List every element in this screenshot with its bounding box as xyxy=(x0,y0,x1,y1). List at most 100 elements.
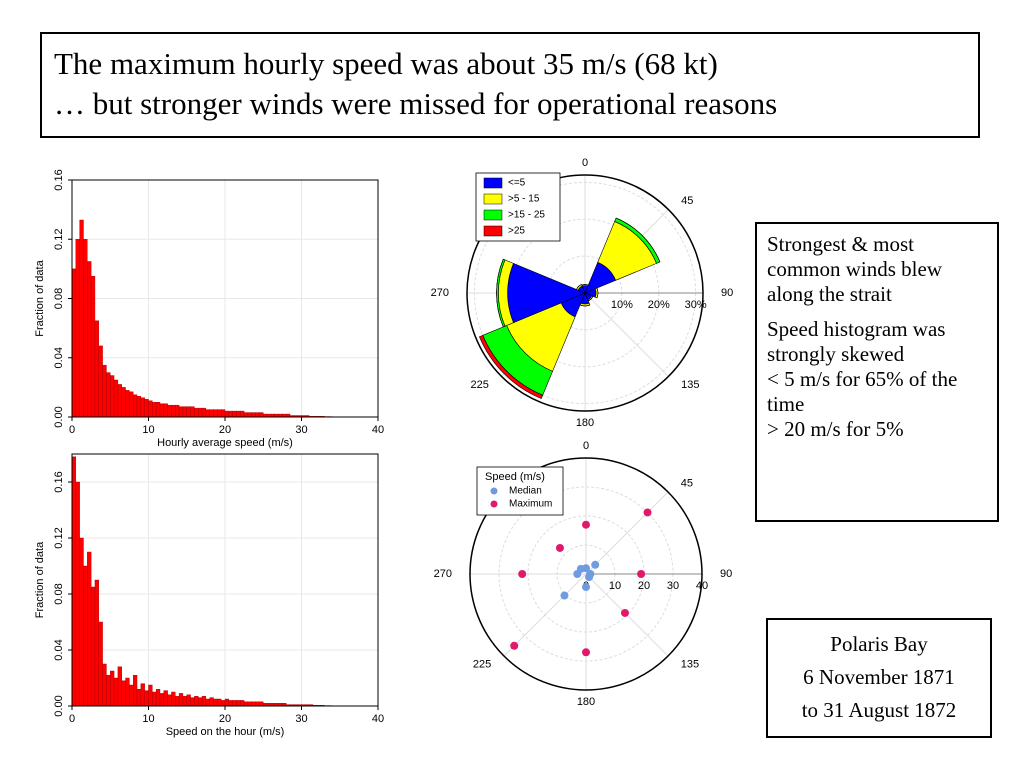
spoke xyxy=(584,209,669,294)
bar xyxy=(129,391,134,418)
y-tick-label: 0.16 xyxy=(53,471,65,492)
angle-label: 180 xyxy=(576,417,594,429)
spoke xyxy=(585,573,669,657)
note-line: Speed histogram was strongly skewed xyxy=(767,317,946,366)
bar xyxy=(71,456,77,707)
rose-segment xyxy=(580,292,590,305)
rose-segment xyxy=(588,296,594,302)
bar xyxy=(194,696,199,707)
rose-segment xyxy=(581,285,589,294)
x-tick-label: 30 xyxy=(295,713,307,725)
angle-label: 90 xyxy=(720,568,732,580)
rose-segment xyxy=(576,284,582,290)
bar xyxy=(316,416,321,418)
x-tick-label: 10 xyxy=(142,424,154,436)
note: Speed histogram was strongly skewed < 5 … xyxy=(767,317,987,442)
bar xyxy=(224,698,230,707)
grid-circle xyxy=(473,181,697,405)
bar xyxy=(278,413,283,418)
bar xyxy=(171,691,176,707)
bar xyxy=(175,696,180,707)
place-line: Polaris Bay xyxy=(830,632,928,656)
notes-box: Strongest & most common winds blew along… xyxy=(755,222,999,522)
bar xyxy=(320,416,325,418)
bar xyxy=(125,390,130,418)
plot-frame xyxy=(71,453,379,707)
bar xyxy=(228,410,233,418)
r-tick-label: 40 xyxy=(696,580,708,592)
legend-box xyxy=(475,172,561,242)
bar xyxy=(312,705,318,707)
bar xyxy=(186,694,191,707)
bar xyxy=(106,372,111,418)
bar xyxy=(125,677,130,707)
bar xyxy=(220,700,226,707)
legend-swatch xyxy=(490,487,498,495)
bar xyxy=(247,412,252,418)
y-tick-label: 0.04 xyxy=(53,347,65,368)
grid-circle xyxy=(510,218,660,368)
bar xyxy=(274,413,279,418)
title-box: The maximum hourly speed was about 35 m/… xyxy=(40,32,980,138)
bar xyxy=(144,399,149,418)
bar xyxy=(266,703,272,707)
rose-segment xyxy=(596,287,599,299)
bar xyxy=(98,345,103,418)
angle-label: 270 xyxy=(431,287,449,299)
place-line: to 31 August 1872 xyxy=(801,698,957,722)
rose-segment xyxy=(507,262,586,324)
bar xyxy=(190,406,195,418)
note-line: < 5 m/s for 65% of the time xyxy=(767,367,958,416)
bar xyxy=(255,701,260,707)
title-line: The maximum hourly speed was about 35 m/… xyxy=(54,46,718,81)
bar xyxy=(289,704,295,707)
bar xyxy=(83,239,88,418)
bar xyxy=(194,407,199,418)
bar xyxy=(121,680,126,707)
grid-circle xyxy=(469,457,703,691)
x-axis-label: Hourly average speed (m/s) xyxy=(157,437,293,449)
bar xyxy=(182,406,187,418)
bar xyxy=(163,690,168,707)
bar xyxy=(213,409,218,418)
bar xyxy=(90,276,96,418)
y-tick-label: 0.12 xyxy=(53,229,65,250)
bar xyxy=(71,268,77,418)
bar xyxy=(171,404,176,418)
rose-segment xyxy=(576,284,582,290)
bar xyxy=(167,404,172,418)
point xyxy=(586,570,595,578)
x-tick-label: 30 xyxy=(295,424,307,436)
x-tick-label: 40 xyxy=(372,713,384,725)
x-tick-label: 10 xyxy=(142,713,154,725)
bar xyxy=(263,703,268,707)
rose-segment xyxy=(615,217,661,263)
place-line: 6 November 1871 xyxy=(803,665,955,689)
bar xyxy=(209,409,214,418)
bar xyxy=(308,416,314,418)
bar xyxy=(159,693,165,707)
bar xyxy=(293,415,298,418)
point xyxy=(582,583,590,592)
bar xyxy=(270,703,275,707)
spoke xyxy=(503,573,587,657)
x-tick-label: 0 xyxy=(69,424,75,436)
bar xyxy=(121,387,126,418)
bar xyxy=(270,413,275,418)
bar xyxy=(132,675,138,707)
rose-segment xyxy=(597,221,657,281)
point xyxy=(591,560,600,569)
bar xyxy=(278,703,283,707)
legend-swatch xyxy=(483,193,503,205)
point xyxy=(585,573,594,582)
rose-segment xyxy=(581,284,589,286)
bar xyxy=(282,413,287,418)
bar xyxy=(87,551,92,707)
bar xyxy=(232,410,237,418)
bar xyxy=(205,409,210,418)
bar xyxy=(129,684,134,707)
grid-circle xyxy=(556,544,616,604)
bar xyxy=(312,416,318,418)
bar xyxy=(75,481,80,707)
